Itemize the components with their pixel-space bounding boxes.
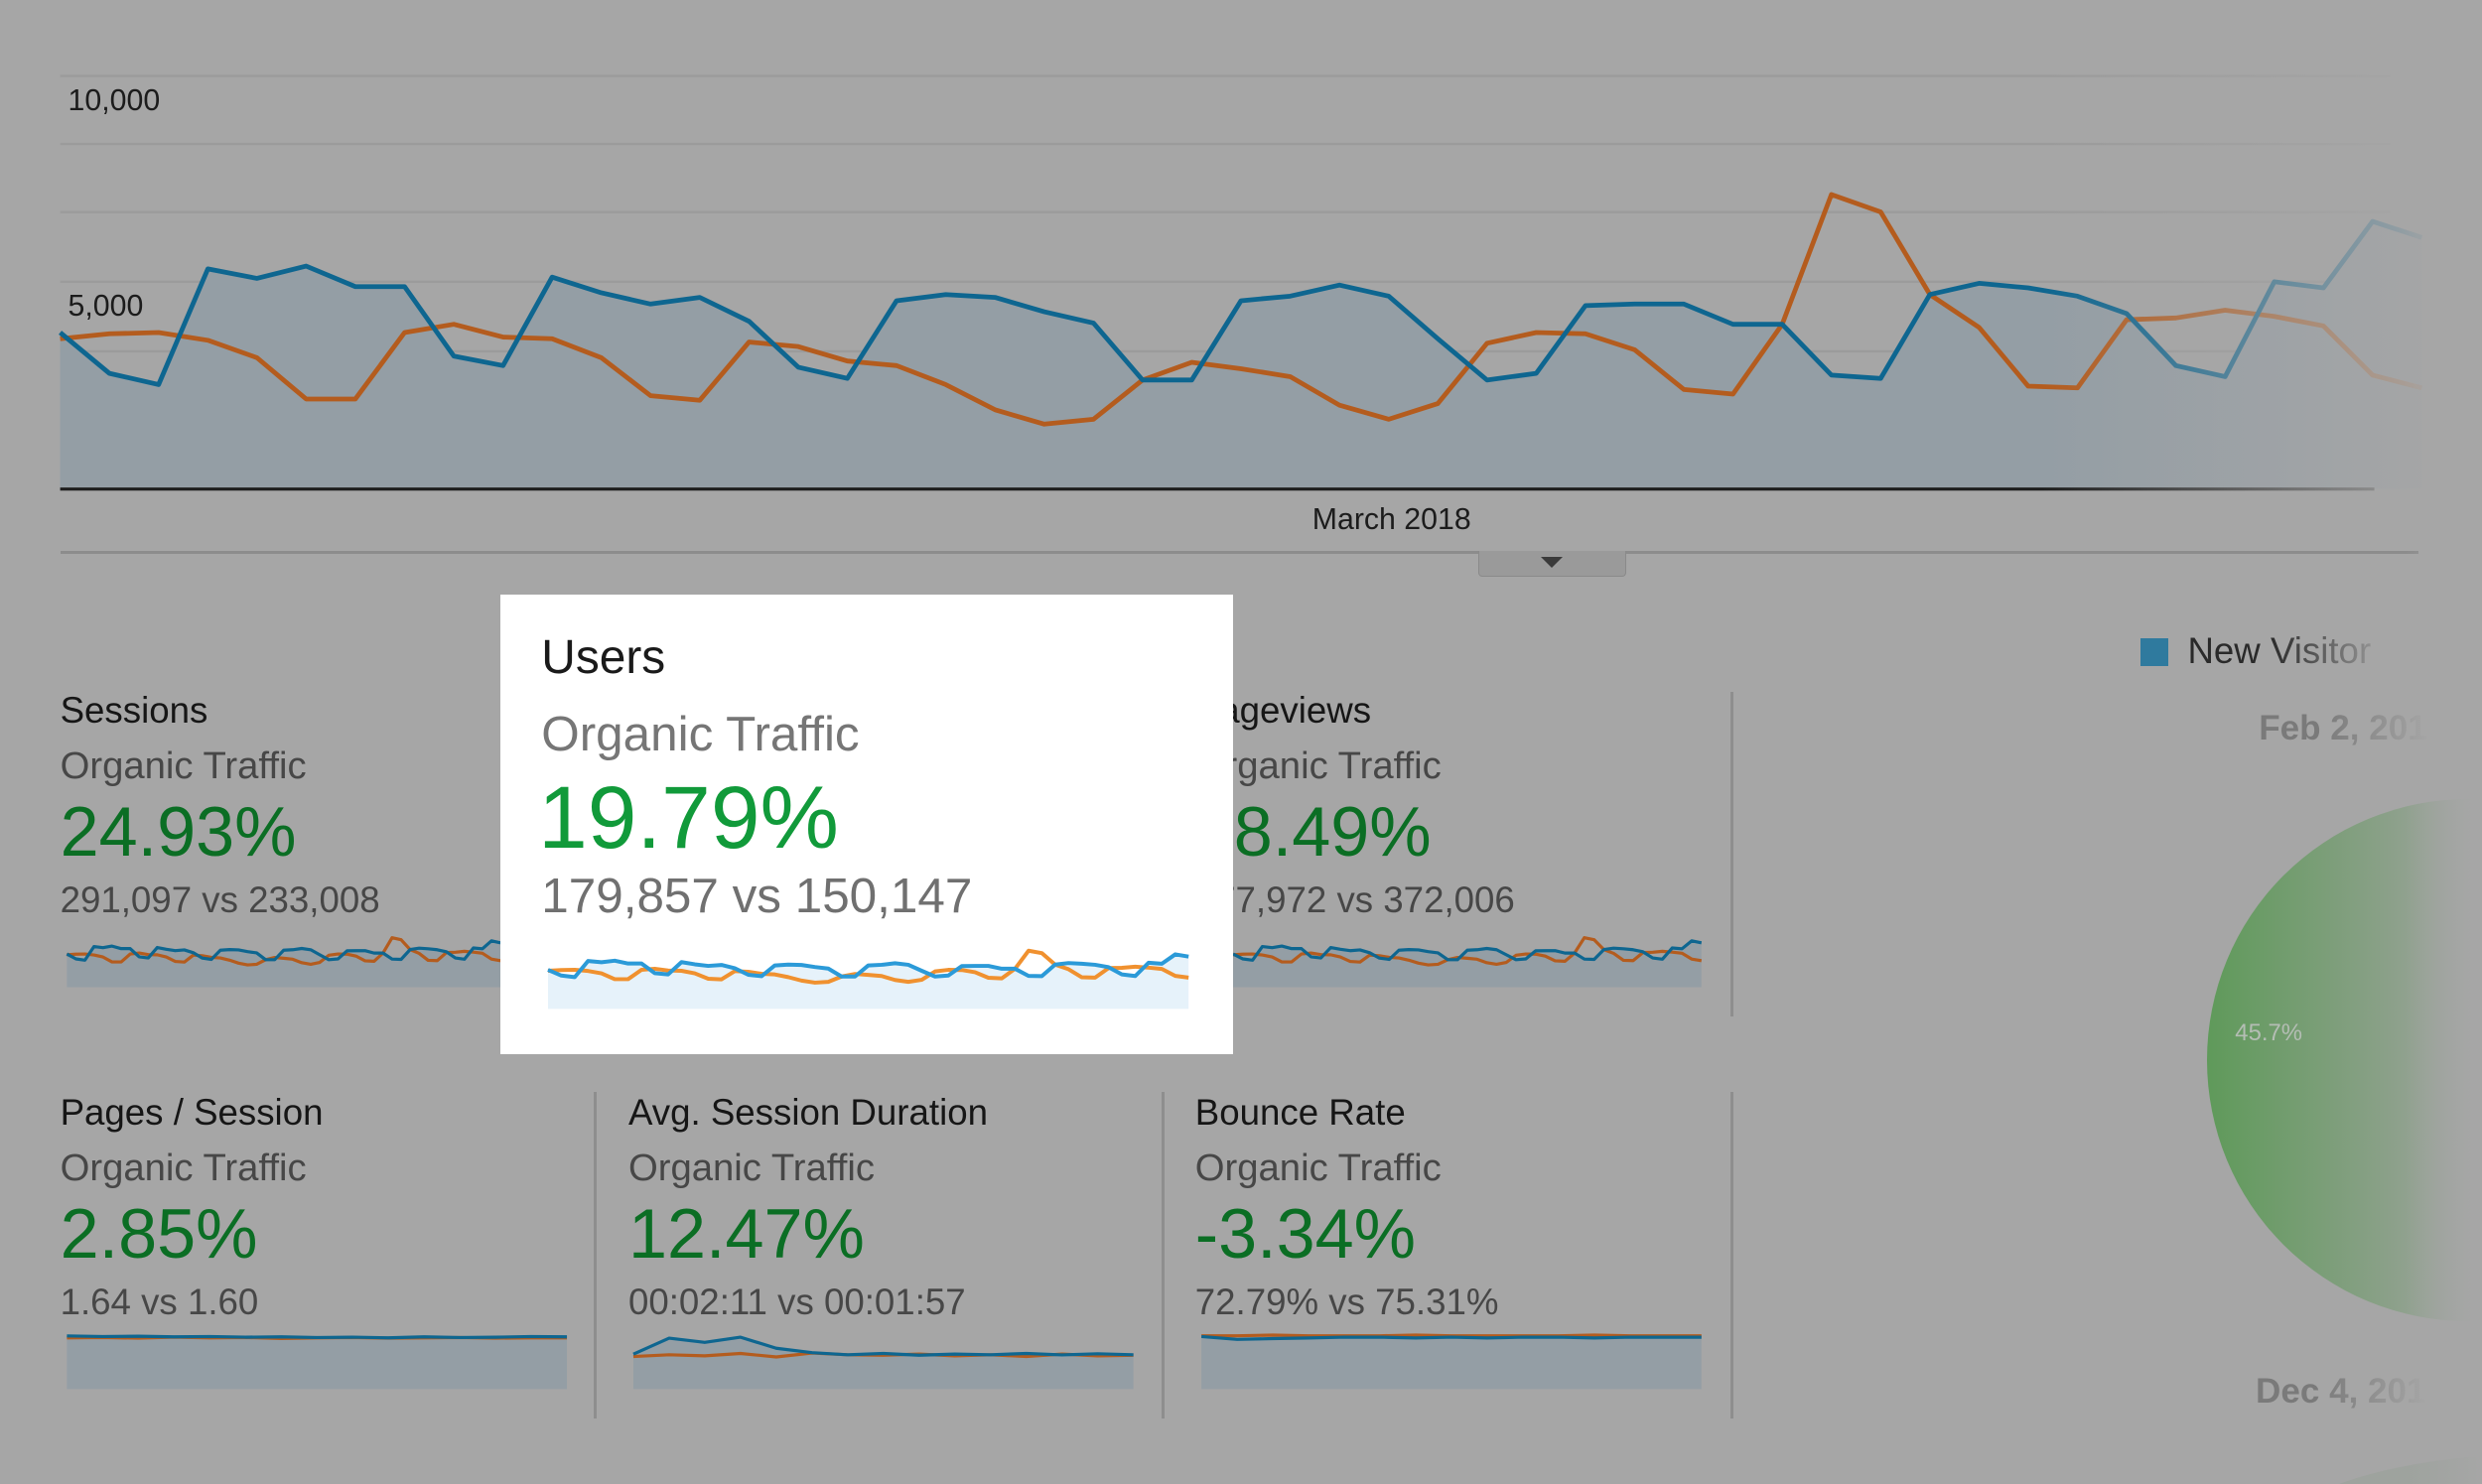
series-area (1233, 940, 1702, 988)
metric-change: -3.34% (1194, 1194, 1417, 1274)
current-series-line (66, 939, 501, 962)
date-label-bottom: Dec 4, 201 (2256, 1372, 2429, 1412)
current-series-line (547, 952, 1189, 980)
series-area (547, 954, 1189, 1010)
series-area (632, 1337, 1134, 1390)
right-fade (2406, 0, 2482, 1484)
metric-change: 24.93% (60, 792, 297, 872)
previous-series-line (547, 949, 1189, 986)
metric-title: Bounce Rate (1194, 1092, 1406, 1134)
previous-series-line (67, 936, 501, 967)
collapse-chart-handle[interactable] (1478, 550, 1626, 578)
metric-segment: Organic Traffic (60, 1146, 307, 1189)
pie-slice-label: 45.7% (2235, 1018, 2303, 1046)
metric-comparison: 291,097 vs 233,008 (60, 879, 380, 921)
metric-change: 18.49% (1194, 792, 1432, 872)
metric-segment: Organic Traffic (627, 1146, 875, 1189)
current-series-line (1232, 939, 1703, 962)
current-series-line (59, 218, 2423, 387)
legend-swatch-new-visitor (2139, 637, 2169, 667)
metric-card-sessions[interactable]: Sessions Organic Traffic 24.93% 291,097 … (61, 690, 583, 921)
metric-title: Avg. Session Duration (627, 1092, 988, 1134)
metric-change: 2.85% (60, 1194, 258, 1274)
chevron-down-icon (1541, 557, 1564, 569)
users-sparkline (547, 949, 1189, 1010)
series-area (60, 221, 2422, 489)
previous-series-line (1232, 936, 1703, 967)
metric-comparison: 1.64 vs 1.60 (60, 1282, 259, 1323)
metric-card-bounce-rate[interactable]: Bounce Rate Organic Traffic -3.34% 72.79… (1195, 1092, 1718, 1323)
metric-comparison: 179,857 vs 150,147 (541, 868, 973, 923)
previous-series-line (60, 192, 2423, 427)
metric-card-pages-per-session[interactable]: Pages / Session Organic Traffic 2.85% 1.… (61, 1092, 583, 1323)
metric-title: Sessions (60, 690, 208, 732)
legend-label-new-visitor: New Visitor (2187, 630, 2393, 672)
column-divider (1729, 1092, 1733, 1418)
current-series-line (1201, 1334, 1702, 1341)
chart-divider (60, 550, 2419, 554)
column-divider (1729, 691, 1733, 1016)
metric-comparison: 00:02:11 vs 00:01:57 (627, 1282, 966, 1323)
series-area (67, 1335, 568, 1390)
series-area (67, 940, 501, 988)
metric-segment: Organic Traffic (1194, 1146, 1442, 1189)
metric-change: 19.79% (538, 766, 839, 867)
metric-title: Pages / Session (60, 1092, 324, 1134)
metric-title: Users (541, 630, 666, 684)
metric-change: 12.47% (627, 1194, 865, 1274)
metric-segment: Organic Traffic (60, 743, 307, 787)
column-divider (1162, 1092, 1166, 1418)
date-label-top: Feb 2, 201 (2259, 709, 2432, 748)
column-divider (593, 1092, 597, 1418)
current-series-line (632, 1335, 1134, 1357)
y-tick-label: 10,000 (68, 83, 161, 117)
metric-segment: Organic Traffic (541, 707, 860, 762)
metric-segment: Organic Traffic (1194, 743, 1442, 787)
current-series-line (67, 1334, 568, 1340)
y-tick-label: 5,000 (68, 289, 144, 323)
metric-comparison: 477,972 vs 372,006 (1194, 879, 1515, 921)
metric-comparison: 72.79% vs 75.31% (1194, 1282, 1499, 1323)
x-axis-label: March 2018 (1311, 503, 1471, 537)
series-area (1201, 1336, 1702, 1390)
metric-card-avg-session-duration[interactable]: Avg. Session Duration Organic Traffic 12… (628, 1092, 1151, 1323)
metric-card-users-highlighted[interactable]: Users Organic Traffic 19.79% 179,857 vs … (499, 595, 1234, 1054)
